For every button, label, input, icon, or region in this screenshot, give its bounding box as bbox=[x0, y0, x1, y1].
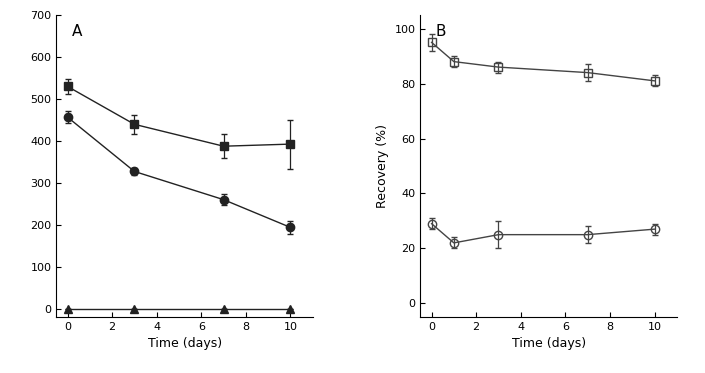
X-axis label: Time (days): Time (days) bbox=[512, 338, 586, 351]
Text: A: A bbox=[72, 24, 82, 39]
X-axis label: Time (days): Time (days) bbox=[147, 338, 221, 351]
Text: B: B bbox=[436, 24, 446, 39]
Y-axis label: Recovery (%): Recovery (%) bbox=[376, 124, 389, 208]
